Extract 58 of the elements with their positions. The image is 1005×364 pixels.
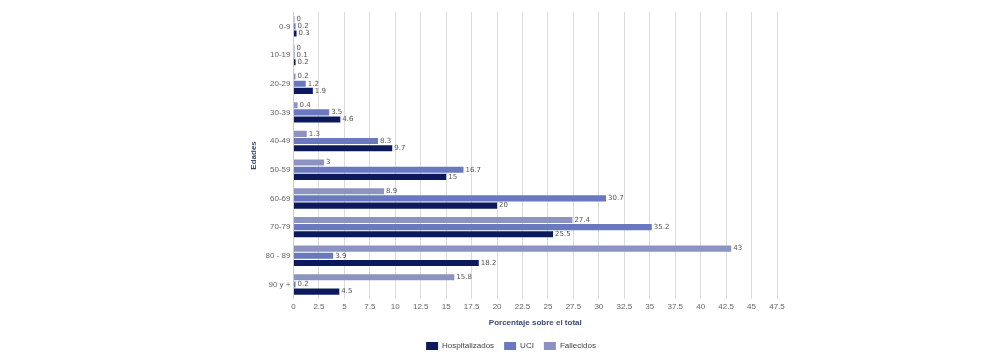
bar (294, 138, 378, 145)
x-tick-label: 40 (696, 301, 706, 311)
y-tick-label: 10-19 (270, 50, 292, 60)
x-tick-label: 35 (645, 301, 655, 311)
bar (294, 116, 341, 123)
bar (294, 102, 298, 109)
y-tick-label: 30-39 (270, 107, 292, 117)
bar (294, 188, 385, 195)
legend-label: Hospitalizados (442, 341, 495, 351)
bar (294, 87, 313, 94)
y-tick-label: 80 - 89 (265, 250, 292, 260)
x-tick-label: 12.5 (412, 301, 430, 311)
bar (294, 30, 297, 37)
bar (294, 159, 325, 166)
x-tick-label: 37.5 (667, 301, 684, 311)
bar (294, 259, 479, 266)
y-tick-label: 70-79 (270, 222, 292, 232)
bar (294, 173, 447, 180)
x-tick-label: 27.5 (565, 301, 582, 311)
bar (294, 245, 732, 252)
bar (294, 252, 334, 259)
x-tick-label: 22.5 (514, 301, 531, 311)
y-tick-label: 0-9 (278, 21, 292, 31)
bar (294, 109, 330, 116)
x-tick-label: 15 (441, 301, 452, 311)
bar (294, 274, 455, 281)
x-tick-label: 10 (390, 301, 401, 311)
bar (294, 202, 498, 209)
x-tick-label: 47.5 (769, 301, 786, 311)
bar (294, 130, 307, 137)
x-axis-title: Porcentaje sobre el total (488, 318, 582, 328)
bar (294, 216, 573, 223)
x-tick-label: 2.5 (313, 301, 326, 311)
x-tick-label: 30 (594, 301, 604, 311)
x-tick-label: 7.5 (364, 301, 376, 311)
x-tick-label: 42.5 (718, 301, 735, 311)
bar (294, 288, 340, 295)
y-tick-label: 90 y + (268, 279, 291, 289)
x-tick-label: 5 (342, 301, 348, 311)
bar (294, 231, 554, 238)
bar (294, 224, 652, 231)
x-tick-label: 20 (492, 301, 503, 311)
bar (294, 145, 393, 152)
bar (294, 80, 306, 87)
legend-label: Fallecidos (559, 341, 596, 351)
x-tick-label: 32.5 (616, 301, 633, 311)
y-tick-label: 20-29 (270, 78, 292, 88)
legend-label: UCI (520, 341, 534, 351)
x-tick-label: 17.5 (463, 301, 480, 311)
x-tick-label: 25 (543, 301, 553, 311)
x-tick-label: 45 (747, 301, 757, 311)
y-axis-title: Edades (249, 140, 258, 170)
bar (294, 166, 464, 173)
y-tick-label: 40-49 (270, 136, 292, 146)
y-tick-label: 60-69 (270, 193, 292, 203)
bar (294, 195, 606, 202)
y-tick-label: 50-59 (270, 164, 292, 174)
x-tick-label: 0 (291, 301, 297, 311)
